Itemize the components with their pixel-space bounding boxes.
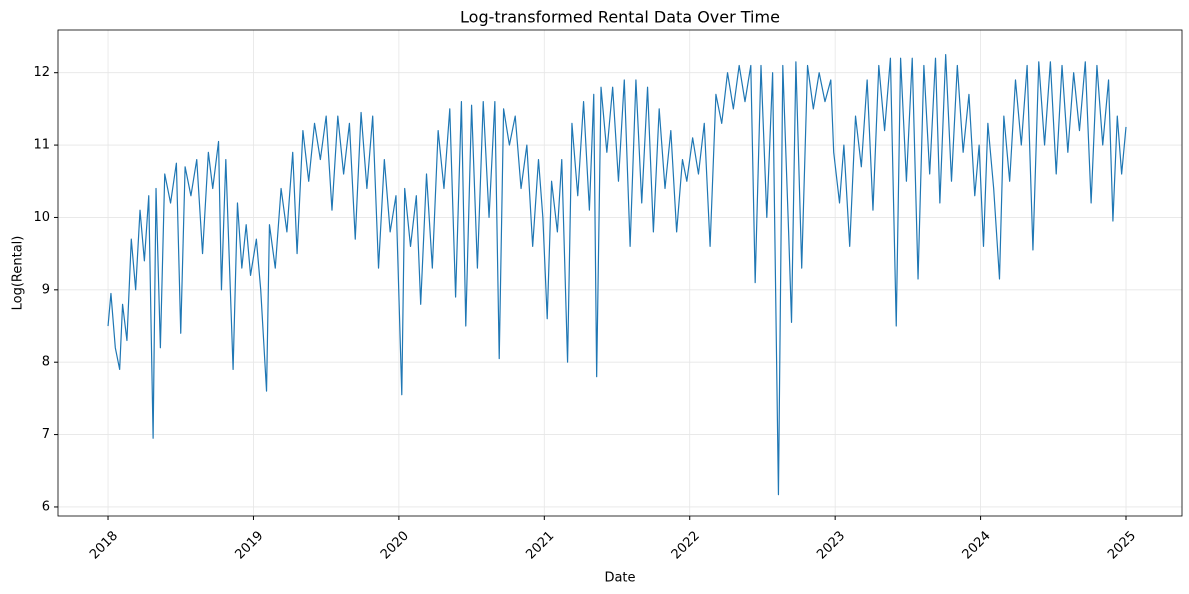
y-tick-label: 9 [42,282,50,297]
y-tick-label: 6 [42,499,50,514]
x-tick-label: 2022 [669,528,703,562]
x-tick-label: 2019 [232,528,266,562]
x-tick-label: 2023 [814,528,848,562]
x-tick-label: 2025 [1105,528,1139,562]
x-tick-label: 2018 [87,528,121,562]
y-axis-label: Log(Rental) [11,236,26,311]
x-tick-label: 2020 [378,528,412,562]
y-tick-label: 11 [33,138,50,153]
y-tick-label: 7 [42,427,50,442]
y-tick-label: 8 [42,355,50,370]
chart-title: Log-transformed Rental Data Over Time [460,8,780,27]
plot-frame [57,29,1183,517]
y-tick-label: 10 [33,210,50,225]
x-tick-label: 2021 [523,528,557,562]
data-line [107,54,1127,496]
x-axis-label: Date [604,571,635,586]
y-tick-label: 12 [33,65,50,80]
x-tick-label: 2024 [960,528,994,562]
